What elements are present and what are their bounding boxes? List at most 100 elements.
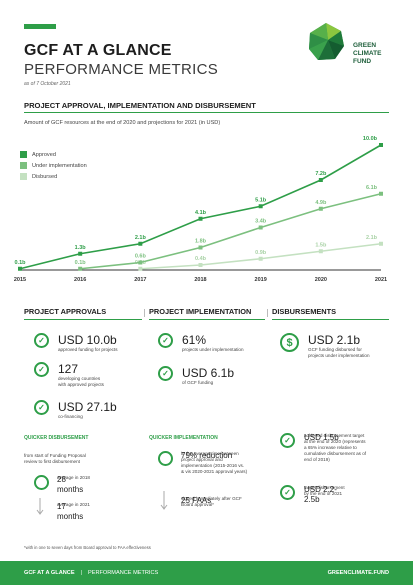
data-label: 1.8b	[195, 239, 207, 245]
implementation-heading: PROJECT IMPLEMENTATION	[149, 307, 252, 316]
data-label: 10.0b	[363, 136, 378, 142]
data-point	[78, 251, 83, 256]
data-label: 4.9b	[315, 200, 327, 206]
stat-desc: target disbursement	[304, 485, 345, 490]
legend-swatch	[20, 173, 27, 180]
stat-value: USD 6.1b	[182, 366, 235, 380]
stat-desc: cumulative disbursement as of	[304, 451, 367, 456]
stat-desc: with approved projects	[58, 382, 104, 387]
footer-website-link[interactable]: GREENCLIMATE.FUND	[327, 570, 389, 576]
data-point	[258, 256, 263, 261]
stat-approved-funding: ✓ USD 10.0b approved funding for project…	[34, 333, 118, 353]
data-label: 7.2b	[315, 171, 327, 177]
data-label: 0.6b	[135, 254, 147, 260]
stat-desc: of GCF funding	[182, 380, 214, 385]
logo-wordmark: GREEN CLIMATE FUND	[353, 42, 381, 66]
stat-cofinancing: ✓ USD 27.1b co-financing	[34, 400, 117, 420]
legend-item-approved: Approved	[20, 149, 87, 160]
desc-line: review to first disbursement	[24, 459, 80, 464]
stat-value: 17 months	[57, 502, 84, 521]
stat-countries: ✓ 127 developing countries with approved…	[34, 362, 104, 388]
implementation-rule	[149, 319, 265, 320]
stat-desc: Board approval*	[181, 502, 214, 507]
stat-28-months: 28 months average in 2018	[34, 475, 90, 494]
stat-17-months: 17 months average in 2021	[57, 502, 90, 521]
stat-desc: projects under implementation	[308, 353, 370, 358]
performance-line-chart: 2015 2016 2017 2018 2019 2020 2021 0.1b 0.4b 0.9b…	[14, 136, 387, 283]
as-of-date: as of 7 October 2021	[24, 81, 71, 87]
stat-desc: co-financing	[58, 414, 83, 419]
data-point	[318, 178, 323, 182]
stat-value: 25 FAAs	[181, 496, 212, 505]
footer-bar: GCF AT A GLANCE | PERFORMANCE METRICS GR…	[0, 561, 413, 585]
legend-label: Disbursed	[32, 173, 58, 180]
stat-desc: developing countries	[58, 376, 101, 381]
stat-value: USD 10.0b	[58, 333, 117, 347]
series-line	[140, 242, 382, 270]
stat-25-faas: 25 FAAs signed immediately after GCF Boa…	[181, 496, 242, 508]
check-icon: ✓	[280, 433, 295, 448]
gcf-globe-logo-icon	[309, 23, 344, 60]
stat-desc: average in 2018	[57, 475, 90, 480]
chart-legend: Approved Under implementation Disbursed	[20, 149, 87, 182]
check-icon: ✓	[280, 485, 295, 500]
data-label: 1.3b	[75, 245, 87, 251]
stat-1-5b: ✓ USD 1.5b achieved disbursement target …	[280, 433, 366, 463]
footer-title: GCF AT A GLANCE	[24, 570, 75, 576]
check-icon: ✓	[158, 366, 173, 381]
stat-desc: projects under implementation	[182, 347, 244, 352]
arrow-down-icon	[36, 498, 44, 515]
data-point	[198, 245, 203, 250]
stat-value: 79% reduction	[181, 451, 233, 460]
legend-item-disbursed: Disbursed	[20, 171, 87, 182]
stat-disbursed: $ USD 2.1b GCF funding disbursed for pro…	[280, 333, 370, 359]
data-point	[379, 143, 383, 147]
data-label: 2.1b	[366, 235, 378, 241]
stat-desc: average in 2021	[57, 502, 90, 507]
top-accent-bar	[24, 24, 56, 29]
stat-value: 127	[58, 362, 79, 376]
legend-item-under-implementation: Under implementation	[20, 160, 87, 171]
stat-desc: signed immediately after GCF	[181, 496, 242, 501]
check-icon: ✓	[34, 362, 49, 377]
stat-desc: GCF funding disbursed for	[308, 347, 362, 352]
data-point	[379, 191, 383, 196]
stat-desc: in the average time between	[181, 451, 239, 456]
heading-divider	[144, 309, 145, 317]
data-label: 2.1b	[135, 235, 147, 241]
x-tick-label: 2019	[255, 277, 267, 283]
data-label: 0.1b	[14, 260, 26, 266]
stat-desc: achieved disbursement target	[304, 433, 365, 438]
footer-subtitle: PERFORMANCE METRICS	[88, 570, 159, 576]
quicker-implementation-heading: QUICKER IMPLEMENTATION	[149, 435, 218, 441]
data-label: 5.1b	[255, 197, 267, 203]
data-point	[198, 216, 203, 221]
stat-desc: a 65% increase relative to	[304, 445, 357, 450]
data-point	[138, 260, 143, 265]
data-label: 0.9b	[255, 250, 267, 256]
data-point	[258, 204, 263, 209]
stat-value: USD 1.5b	[304, 433, 339, 442]
page-subtitle: PERFORMANCE METRICS	[24, 61, 219, 78]
stat-desc: approved funding for projects	[58, 347, 118, 352]
quicker-disbursement-heading: QUICKER DISBURSEMENT	[24, 435, 89, 441]
approvals-heading: PROJECT APPROVALS	[24, 307, 107, 316]
data-point	[138, 241, 143, 246]
data-label: 3.4b	[255, 219, 267, 225]
x-tick-label: 2020	[315, 277, 327, 283]
dollar-icon: $	[280, 333, 299, 352]
stat-desc: at the end of 2020 (represents	[304, 439, 366, 444]
data-label: 0.4b	[195, 256, 207, 262]
stat-2-2-2-5b: ✓ USD 2.2-2.5b target disbursement by th…	[280, 485, 345, 504]
x-tick-label: 2015	[14, 277, 26, 283]
page-title: GCF AT A GLANCE	[24, 42, 172, 59]
stat-desc: by the end of 2021	[304, 491, 343, 496]
x-tick-label: 2018	[194, 277, 206, 283]
stat-desc: end of 2019)	[304, 457, 330, 462]
data-point	[78, 266, 83, 271]
x-tick-label: 2021	[375, 277, 387, 283]
footnote: *with in one to seven days from Board ap…	[24, 545, 151, 550]
stat-desc: & vis 2020-2021 approval years)	[181, 469, 248, 474]
heading-divider	[267, 309, 268, 317]
check-icon: ✓	[34, 400, 49, 415]
